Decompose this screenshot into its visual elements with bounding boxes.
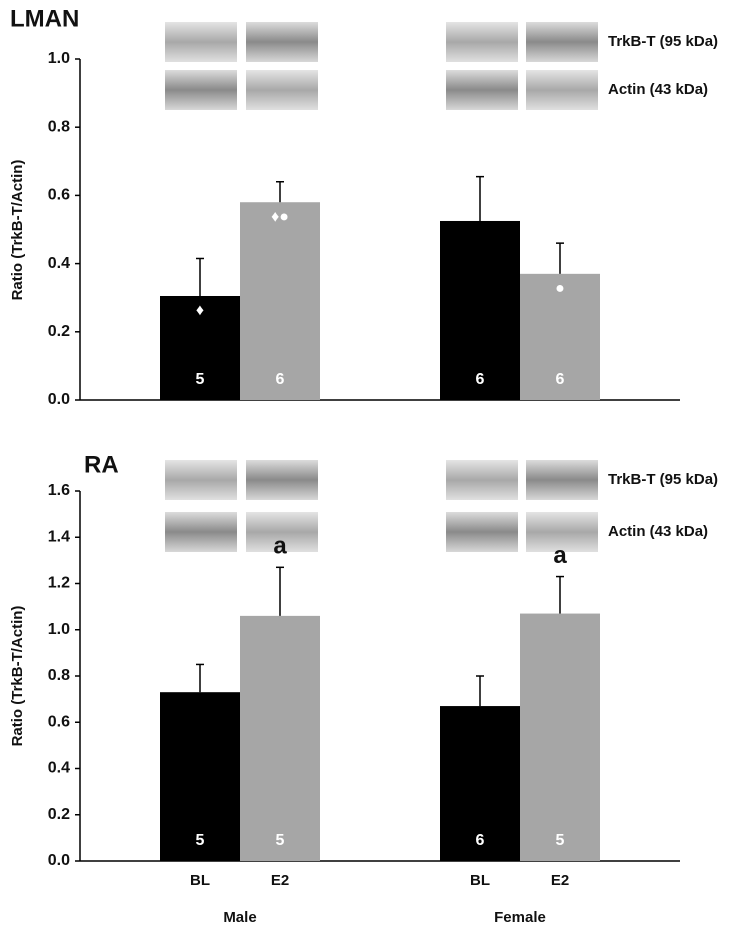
n-label: 5 (556, 832, 565, 849)
n-label: 5 (276, 832, 285, 849)
x-tick-label: E2 (271, 872, 289, 889)
blot (526, 22, 598, 62)
significance: a (273, 533, 287, 560)
y-tick-label: 0.4 (48, 255, 70, 272)
y-tick-label: 1.4 (48, 528, 70, 545)
n-label: 5 (196, 832, 205, 849)
blot (165, 22, 237, 62)
symbol: ● (555, 280, 565, 297)
x-tick-label: BL (190, 872, 210, 889)
n-label: 6 (556, 371, 565, 388)
bar (160, 295, 240, 400)
n-label: 5 (196, 371, 205, 388)
blot-label: Actin (43 kDa) (608, 523, 708, 540)
blot (246, 512, 318, 552)
y-tick-label: 0.2 (48, 323, 70, 340)
bar (440, 220, 520, 400)
blot-label: TrkB-T (95 kDa) (608, 471, 718, 488)
y-tick-label: 0.4 (48, 760, 70, 777)
blot (165, 70, 237, 110)
blot (165, 460, 237, 500)
symbol: ♦ (196, 302, 204, 319)
blot (165, 512, 237, 552)
blot (526, 460, 598, 500)
bar (240, 615, 320, 861)
bar (520, 273, 600, 400)
y-tick-label: 0.6 (48, 187, 70, 204)
n-label: 6 (476, 832, 485, 849)
category-label: Male (223, 909, 256, 926)
bar (160, 692, 240, 861)
panel-title: LMAN (10, 5, 79, 32)
x-tick-label: E2 (551, 872, 569, 889)
blot (246, 460, 318, 500)
panel-title: RA (84, 451, 119, 478)
bar (240, 202, 320, 400)
bar (520, 613, 600, 861)
n-label: 6 (476, 371, 485, 388)
blot (446, 512, 518, 552)
blot (246, 22, 318, 62)
bar (440, 706, 520, 861)
x-tick-label: BL (470, 872, 490, 889)
y-tick-label: 0.0 (48, 391, 70, 408)
y-tick-label: 0.6 (48, 713, 70, 730)
blot (246, 70, 318, 110)
blot (446, 460, 518, 500)
y-tick-label: 0.8 (48, 118, 70, 135)
y-tick-label: 0.8 (48, 667, 70, 684)
y-tick-label: 1.0 (48, 50, 70, 67)
significance: a (553, 542, 567, 569)
n-label: 6 (276, 371, 285, 388)
blot-label: Actin (43 kDa) (608, 81, 708, 98)
y-tick-label: 1.6 (48, 482, 70, 499)
symbol: ♦● (271, 208, 289, 225)
y-tick-label: 0.0 (48, 852, 70, 869)
blot (526, 512, 598, 552)
y-tick-label: 0.2 (48, 806, 70, 823)
blot-label: TrkB-T (95 kDa) (608, 33, 718, 50)
blot (526, 70, 598, 110)
blot (446, 70, 518, 110)
y-tick-label: 1.0 (48, 621, 70, 638)
blot (446, 22, 518, 62)
category-label: Female (494, 909, 546, 926)
y-axis-label: Ratio (TrkB-T/Actin) (9, 160, 26, 301)
y-axis-label: Ratio (TrkB-T/Actin) (9, 606, 26, 747)
y-tick-label: 1.2 (48, 575, 70, 592)
